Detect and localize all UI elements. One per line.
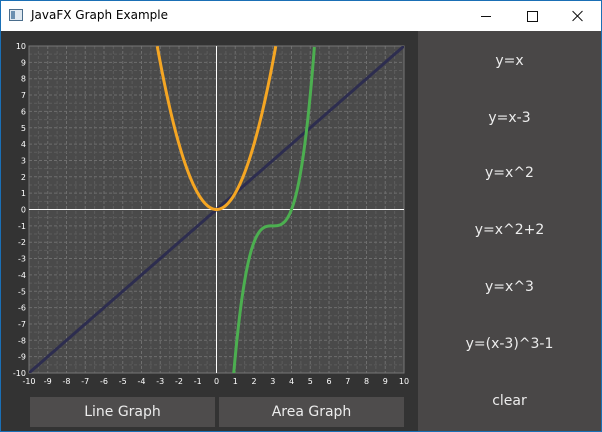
y-tick-label: 0 — [21, 206, 26, 215]
y-tick-label: 4 — [21, 140, 26, 149]
y-tick-label: -3 — [18, 255, 26, 264]
series-line — [232, 46, 316, 373]
y-tick-label: -10 — [13, 369, 26, 378]
y-tick-label: 5 — [21, 124, 26, 133]
x-tick-label: -9 — [44, 377, 52, 386]
function-button-y-x-squared-plus-2[interactable]: y=x^2+2 — [474, 222, 545, 238]
y-tick-label: 10 — [16, 42, 26, 51]
y-tick-label: -4 — [18, 271, 26, 280]
x-tick-label: -5 — [119, 377, 127, 386]
function-button-y-x[interactable]: y=x — [495, 53, 524, 69]
x-tick-label: -10 — [22, 377, 35, 386]
y-tick-label: 3 — [21, 156, 26, 165]
close-icon — [572, 10, 584, 22]
graph-canvas: -10 -9 -8 -7 -6 -5 -4 -3 -2 -1 0 1 2 3 4 5 6 7 8 9 101098765… — [13, 42, 409, 386]
y-tick-label: -6 — [18, 304, 26, 313]
line-graph-button[interactable]: Line Graph — [30, 397, 215, 427]
minimize-button[interactable] — [463, 1, 509, 31]
series-group — [29, 46, 404, 373]
x-tick-label: -2 — [175, 377, 183, 386]
x-tick-label: 0 — [214, 377, 219, 386]
title-bar: JavaFX Graph Example — [1, 1, 601, 31]
area-graph-button[interactable]: Area Graph — [219, 397, 404, 427]
graph-area: -10 -9 -8 -7 -6 -5 -4 -3 -2 -1 0 1 2 3 4 5 6 7 8 9 10 10 9 8 7 6 5… — [1, 31, 418, 431]
function-button-y-x-cubed[interactable]: y=x^3 — [485, 279, 534, 295]
y-tick-label: 1 — [21, 189, 26, 198]
x-tick-label: 6 — [326, 377, 331, 386]
x-tick-label: -6 — [100, 377, 108, 386]
app-window-icon — [9, 9, 23, 21]
x-tick-label: -7 — [81, 377, 89, 386]
function-button-y-shifted-cubic[interactable]: y=(x-3)^3-1 — [465, 336, 554, 352]
close-button[interactable] — [555, 1, 601, 31]
y-tick-label: 2 — [21, 173, 26, 182]
x-tick-label: -4 — [138, 377, 146, 386]
x-tick-label: 2 — [251, 377, 256, 386]
clear-button[interactable]: clear — [492, 393, 527, 409]
minimize-icon — [481, 15, 491, 17]
y-tick-label: 7 — [21, 91, 26, 100]
maximize-icon — [526, 10, 538, 22]
series-line — [155, 46, 278, 211]
x-tick-label: 3 — [270, 377, 275, 386]
y-tick-label: -8 — [18, 336, 26, 345]
y-tick-label: -2 — [18, 238, 26, 247]
tick-labels: -10 -9 -8 -7 -6 -5 -4 -3 -2 -1 0 1 2 3 4 5 6 7 8 9 101098765… — [13, 42, 409, 386]
function-button-y-x-minus-3[interactable]: y=x-3 — [488, 110, 531, 126]
x-tick-label: 7 — [345, 377, 350, 386]
maximize-button[interactable] — [509, 1, 555, 31]
y-tick-label: 6 — [21, 107, 26, 116]
x-tick-label: -8 — [63, 377, 71, 386]
y-tick-label: -5 — [18, 287, 26, 296]
function-button-y-x-squared[interactable]: y=x^2 — [485, 165, 534, 181]
y-tick-label: -1 — [18, 222, 26, 231]
x-tick-label: 9 — [383, 377, 388, 386]
x-tick-label: 8 — [364, 377, 369, 386]
y-tick-label: -7 — [18, 320, 26, 329]
grid-lines — [28, 45, 405, 374]
x-tick-label: 5 — [308, 377, 313, 386]
x-tick-label: 1 — [233, 377, 238, 386]
x-tick-label: 10 — [399, 377, 409, 386]
y-tick-label: 8 — [21, 75, 26, 84]
window-title: JavaFX Graph Example — [31, 8, 168, 22]
x-tick-label: -1 — [194, 377, 202, 386]
y-tick-label: 9 — [21, 58, 26, 67]
x-tick-label: 4 — [289, 377, 294, 386]
x-tick-label: -3 — [156, 377, 164, 386]
main-content: -10 -9 -8 -7 -6 -5 -4 -3 -2 -1 0 1 2 3 4 5 6 7 8 9 10 10 9 8 7 6 5… — [1, 31, 601, 431]
y-tick-label: -9 — [18, 353, 26, 362]
function-panel: y=x y=x-3 y=x^2 y=x^2+2 y=x^3 y=(x-3)^3-… — [418, 31, 601, 431]
